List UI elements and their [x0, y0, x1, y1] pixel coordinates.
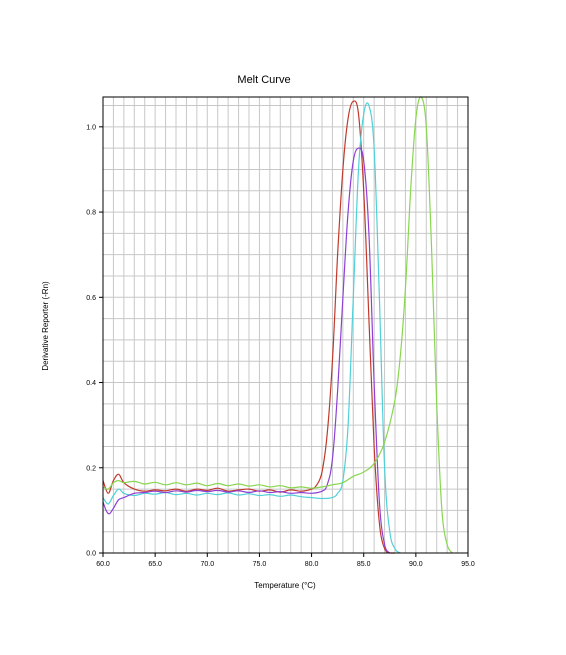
y-tick-label: 0.6 [86, 295, 96, 302]
y-axis-label: Derivative Reporter (-Rn) [41, 281, 50, 371]
x-tick-label: 60.0 [96, 561, 110, 568]
data-series [102, 96, 453, 554]
y-tick-label: 0.4 [86, 380, 96, 387]
y-tick-label: 0.8 [86, 210, 96, 217]
x-tick-label: 95.0 [461, 561, 475, 568]
chart-title: Melt Curve [237, 74, 290, 86]
x-tick-label: 80.0 [305, 561, 319, 568]
x-tick-label: 85.0 [357, 561, 371, 568]
plot-area-frame [102, 96, 469, 554]
x-tick-label: 75.0 [253, 561, 267, 568]
grid [102, 97, 469, 553]
x-tick-label: 90.0 [409, 561, 423, 568]
x-tick-label: 70.0 [200, 561, 214, 568]
melt-curve-series-line [102, 147, 391, 554]
x-tick-label: 65.0 [148, 561, 162, 568]
melt-curve-series-line [102, 102, 401, 554]
y-tick-label: 1.0 [86, 124, 96, 131]
melt-curve-series-line [102, 100, 395, 554]
x-axis-label: Temperature (°C) [254, 581, 316, 590]
y-tick-label: 0.0 [86, 551, 96, 558]
axis-ticks: 60.0 65.0 70.0 75.0 80.0 85.0 90.0 95.0 0.0 0.2 0.… [86, 124, 475, 568]
y-tick-label: 0.2 [86, 465, 96, 472]
